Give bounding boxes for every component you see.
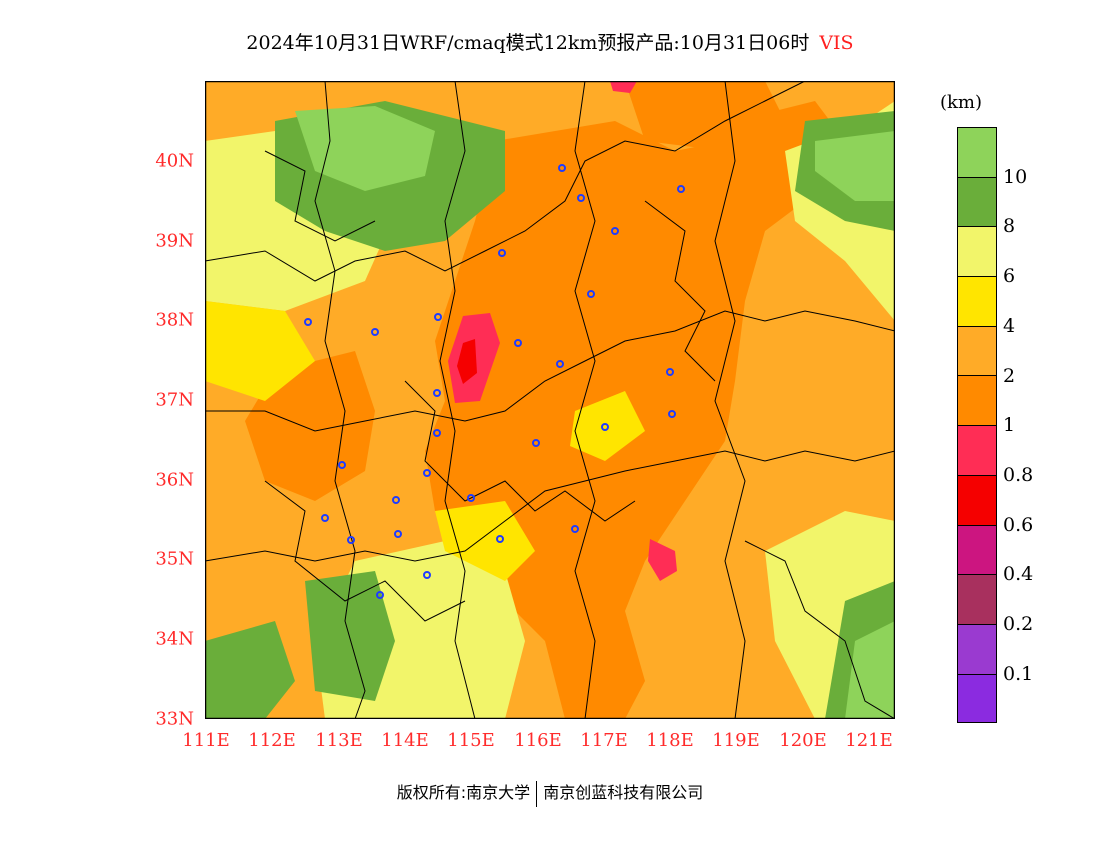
vis-zone-over-10km-se (845, 621, 895, 719)
city-marker (668, 410, 676, 418)
y-tick-label: 35N (155, 548, 194, 570)
colorbar-segment (957, 574, 997, 624)
colorbar-label: 4 (1003, 314, 1016, 337)
city-marker (532, 439, 540, 447)
x-tick-label: 114E (381, 730, 429, 751)
city-marker (371, 328, 379, 336)
admin-boundaries (205, 81, 895, 719)
colorbar-segment (957, 176, 997, 227)
forecast-map (205, 81, 895, 719)
colorbar-segment (957, 375, 997, 426)
city-marker (666, 368, 674, 376)
city-marker (423, 469, 431, 477)
x-tick-label: 113E (315, 730, 363, 751)
city-marker (558, 164, 566, 172)
footer: 版权所有:南京大学 南京创蓝科技有限公司 (0, 779, 1100, 807)
colorbar-segment (957, 276, 997, 326)
colorbar-segment (957, 226, 997, 277)
x-tick-label: 116E (514, 730, 562, 751)
vis-zone-1-2km-ne (625, 81, 785, 151)
city-marker (571, 525, 579, 533)
city-marker (498, 249, 506, 257)
city-marker (321, 514, 329, 522)
city-marker (677, 185, 685, 193)
vis-zone-8-10km-west (205, 621, 295, 719)
city-marker (587, 290, 595, 298)
x-tick-label: 115E (447, 730, 495, 751)
vis-zone-0.8-1km-south (648, 539, 677, 581)
colorbar-segment (957, 127, 997, 177)
colorbar-label: 0.2 (1003, 613, 1034, 635)
colorbar-label: 8 (1003, 215, 1016, 238)
city-marker (434, 313, 442, 321)
city-marker (304, 318, 312, 326)
city-marker (338, 461, 346, 469)
vis-zone-8-10km-sw (305, 571, 395, 701)
y-tick-label: 38N (155, 309, 194, 331)
city-marker (601, 423, 609, 431)
city-marker (433, 429, 441, 437)
city-marker (577, 194, 585, 202)
city-marker (514, 339, 522, 347)
vis-zone-0.8-1km-north (610, 81, 637, 93)
colorbar-label: 0.1 (1003, 662, 1034, 685)
colorbar-segment (957, 524, 997, 575)
city-marker (433, 389, 441, 397)
city-marker (347, 536, 355, 544)
footer-company: 南京创蓝科技有限公司 (543, 783, 704, 802)
vis-zone-over-10km-nw (295, 106, 435, 191)
colorbar-label: 0.4 (1003, 563, 1034, 586)
footer-separator (536, 780, 538, 807)
x-tick-label: 111E (182, 730, 230, 751)
city-marker (423, 571, 431, 579)
city-marker (394, 530, 402, 538)
footer-copyright: 版权所有:南京大学 (396, 783, 531, 802)
x-tick-label: 120E (779, 730, 827, 751)
vis-zone-1-2km (425, 101, 845, 719)
colorbar-label: 2 (1003, 364, 1016, 387)
y-tick-label: 34N (155, 628, 194, 650)
colorbar-segment (957, 673, 997, 724)
colorbar (957, 127, 997, 724)
vis-zone-4-6km-south (435, 501, 535, 581)
colorbar-segment (957, 474, 997, 525)
y-tick-label: 39N (155, 230, 194, 252)
vis-zone-4-6km (205, 301, 315, 401)
map-frame (205, 81, 895, 719)
colorbar-segment (957, 623, 997, 674)
city-markers (304, 164, 685, 599)
y-tick-label: 36N (155, 469, 194, 491)
map-title: 2024年10月31日WRF/cmaq模式12km预报产品:10月31日06时 V… (0, 28, 1100, 55)
vis-zone-0.6-0.8km (457, 339, 477, 384)
colorbar-label: 6 (1003, 265, 1016, 288)
colorbar-label: 1 (1003, 414, 1016, 437)
vis-zone-over-10km-ne (815, 131, 895, 201)
colorbar-unit: (km) (940, 92, 983, 113)
colorbar-segment (957, 325, 997, 376)
x-tick-label: 119E (712, 730, 760, 751)
x-tick-label: 117E (580, 730, 628, 751)
y-tick-label: 40N (155, 150, 194, 172)
y-tick-label: 33N (155, 708, 194, 730)
city-marker (392, 496, 400, 504)
city-marker (496, 535, 504, 543)
city-marker (467, 494, 475, 502)
colorbar-label: 10 (1003, 165, 1028, 188)
city-marker (611, 227, 619, 235)
y-tick-label: 37N (155, 389, 194, 411)
city-marker (556, 360, 564, 368)
x-tick-label: 118E (646, 730, 694, 751)
title-main: 2024年10月31日WRF/cmaq模式12km预报产品:10月31日06时 (246, 32, 810, 54)
x-tick-label: 121E (845, 730, 893, 751)
title-variable: VIS (819, 32, 854, 54)
colorbar-segment (957, 425, 997, 475)
x-tick-label: 112E (248, 730, 296, 751)
colorbar-label: 0.6 (1003, 513, 1034, 536)
city-marker (376, 591, 384, 599)
colorbar-label: 0.8 (1003, 463, 1034, 486)
